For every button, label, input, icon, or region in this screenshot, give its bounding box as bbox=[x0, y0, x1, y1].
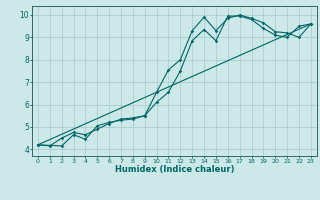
X-axis label: Humidex (Indice chaleur): Humidex (Indice chaleur) bbox=[115, 165, 234, 174]
